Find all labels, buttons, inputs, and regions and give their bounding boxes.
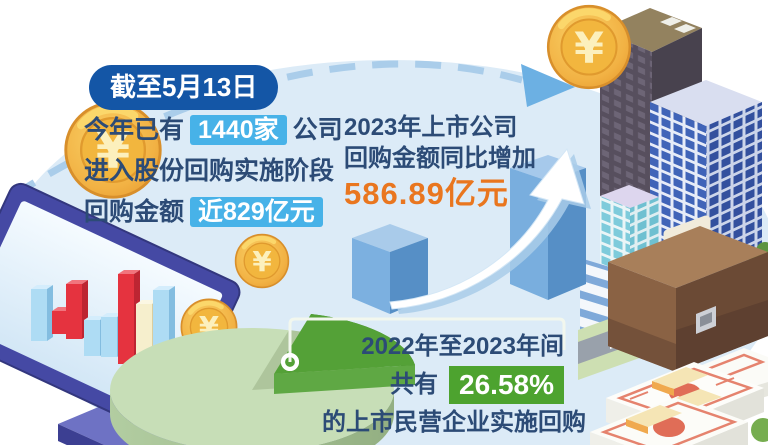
stat-bottom-line2: 共有 26.58% bbox=[322, 366, 564, 404]
date-badge: 截至5月13日 bbox=[89, 65, 279, 110]
stat-buyback-amount: 近829亿元 bbox=[190, 197, 323, 227]
stat-yoy-increase-value: 586.89亿元 bbox=[344, 176, 509, 211]
callout-line bbox=[281, 317, 566, 371]
stat-bottom-line2-prefix: 共有 bbox=[390, 371, 439, 399]
banknotes-icon bbox=[590, 348, 768, 445]
stat-left-line3-prefix: 回购金额 bbox=[84, 198, 185, 226]
stat-block-left: 今年已有 1440家 公司 进入股份回购实施阶段 回购金额 近829亿元 bbox=[84, 110, 343, 233]
yuan-coin-icon bbox=[548, 6, 630, 88]
stat-bottom-line3: 的上市民营企业实施回购 bbox=[322, 408, 586, 436]
stat-left-line1-prefix: 今年已有 bbox=[84, 116, 185, 144]
stat-left-line2: 进入股份回购实施阶段 bbox=[84, 157, 335, 185]
stat-companies-count: 1440家 bbox=[190, 115, 287, 145]
stat-mid-line1: 2023年上市公司 bbox=[344, 114, 518, 141]
stat-block-bottom: 2022年至2023年间 共有 26.58% 的上市民营企业实施回购 bbox=[322, 330, 586, 439]
growth-arrow-icon bbox=[389, 147, 591, 314]
briefcase-icon bbox=[608, 215, 768, 372]
stat-bottom-line1: 2022年至2023年间 bbox=[361, 333, 564, 360]
date-badge-label: 截至5月13日 bbox=[110, 72, 258, 102]
stat-left-line1: 今年已有 1440家 公司 bbox=[84, 110, 343, 151]
stat-block-middle: 2023年上市公司 回购金额同比增加 586.89亿元 bbox=[344, 112, 536, 209]
pie-chart-icon bbox=[110, 314, 415, 445]
stat-private-firms-percent: 26.58% bbox=[449, 366, 564, 404]
stat-left-line1-suffix: 公司 bbox=[292, 116, 343, 144]
screen-bar-chart-icon bbox=[31, 270, 175, 364]
stat-mid-line2: 回购金额同比增加 bbox=[344, 145, 536, 172]
stat-left-line3: 回购金额 近829亿元 bbox=[84, 192, 343, 233]
yuan-coin-icon bbox=[236, 235, 289, 288]
